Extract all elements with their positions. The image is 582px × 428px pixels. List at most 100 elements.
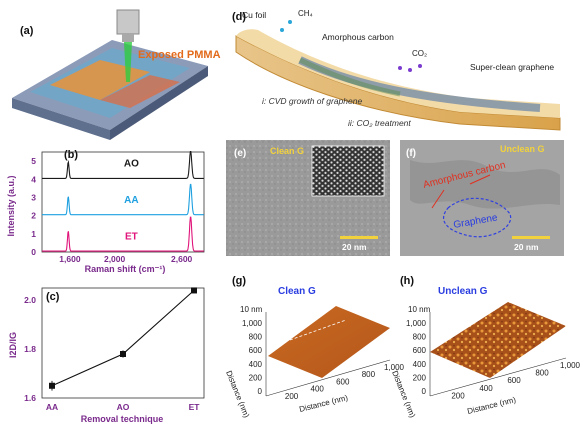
afm-ytick: 1,000 <box>242 319 263 328</box>
afm-clean-surface <box>268 306 390 378</box>
step1-label: i: CVD growth of graphene <box>262 96 362 106</box>
afm-unclean-surface <box>430 302 566 378</box>
raman-series: AO AA ET <box>42 151 204 252</box>
afm-clean-title: Clean G <box>278 286 316 297</box>
afm-xtick: 400 <box>311 385 325 394</box>
afm-xtick: 1,000 <box>560 361 581 370</box>
raman-axes <box>41 151 205 253</box>
svg-text:10 nm: 10 nm <box>408 305 431 314</box>
raman-xlabel: Raman shift (cm⁻¹) <box>85 264 166 274</box>
panel-a: (a) Exposed PMMA <box>12 9 221 140</box>
svg-text:10 nm: 10 nm <box>240 305 263 314</box>
raman-ytick: 3 <box>31 192 36 202</box>
afm-xtick: 1,000 <box>384 363 405 372</box>
raman-series-et <box>42 216 204 252</box>
afm-ytick: 200 <box>413 373 427 382</box>
svg-text:Distance (nm): Distance (nm) <box>224 369 251 419</box>
ratio-xticks: AA AO ET <box>46 402 200 412</box>
ratio-path <box>51 289 195 387</box>
raman-ylabel: Intensity (a.u.) <box>6 175 16 236</box>
raman-ytick: 1 <box>31 229 36 239</box>
ratio-axes <box>41 287 205 399</box>
raman-ytick: 2 <box>31 211 36 221</box>
afm-xtick: 600 <box>336 377 350 386</box>
raman-series-label: ET <box>125 231 138 242</box>
afm-xtick: 400 <box>479 384 493 393</box>
panel-b-label: (b) <box>64 149 78 161</box>
afm-unclean-title: Unclean G <box>438 286 488 297</box>
raman-series-label: AO <box>124 159 139 170</box>
ratio-xlabel: Removal technique <box>81 414 164 424</box>
afm-unclean-xticks: 200 400 600 800 1,000 <box>451 361 580 400</box>
afm-xtick: 600 <box>507 376 521 385</box>
super-clean-label: Super-clean graphene <box>470 62 554 72</box>
exposed-pmma-label: Exposed PMMA <box>138 49 221 61</box>
ratio-xtick: AO <box>117 402 130 412</box>
afm-ytick: 600 <box>413 346 427 355</box>
ratio-line <box>49 287 197 391</box>
panel-g: (g) Clean G 10 nm Distance (nm) Distance… <box>224 275 404 419</box>
afm-ytick: 0 <box>422 387 427 396</box>
raman-series-ao <box>42 151 204 179</box>
cu-foil-label: Cu foil <box>242 10 266 20</box>
afm-xtick: 200 <box>285 392 299 401</box>
afm-xtick: 200 <box>451 391 465 400</box>
afm-xtick: 800 <box>362 370 376 379</box>
ratio-xtick: ET <box>189 402 201 412</box>
afm-ytick: 800 <box>249 333 263 342</box>
panel-g-label: (g) <box>232 275 246 287</box>
raman-xtick: 2,000 <box>104 254 126 264</box>
laser-beam <box>124 42 132 82</box>
tem-inset <box>311 145 385 197</box>
microscope-objective <box>116 9 140 35</box>
graphene-region <box>442 197 512 238</box>
svg-text:Distance (nm): Distance (nm) <box>298 393 349 414</box>
panel-e: (e) Clean G 20 nm <box>226 140 390 256</box>
raman-series-aa <box>42 183 204 216</box>
panel-d-label: (d) <box>232 11 246 23</box>
panel-e-label: (e) <box>234 148 246 159</box>
panel-b: (b) Intensity (a.u.) Raman shift (cm⁻¹) … <box>6 149 205 274</box>
clean-g-title: Clean G <box>270 146 304 156</box>
ch4-label: CH₄ <box>298 9 313 18</box>
ratio-point <box>191 287 197 294</box>
raman-yticks: 0 1 2 3 4 5 <box>31 156 36 257</box>
afm-xtick: 800 <box>535 369 549 378</box>
afm-clean-xticks: 200 400 600 800 1,000 <box>285 363 405 401</box>
co2-label: CO₂ <box>412 49 427 58</box>
panel-h-label: (h) <box>400 275 414 287</box>
amorphous-carbon-label: Amorphous carbon <box>322 32 394 42</box>
svg-text:Distance (nm): Distance (nm) <box>466 395 517 416</box>
afm-ytick: 400 <box>413 360 427 369</box>
raman-xtick: 1,600 <box>59 254 81 264</box>
scale-bar-label: 20 nm <box>342 242 367 252</box>
raman-ytick: 0 <box>31 247 36 257</box>
ratio-ytick: 1.8 <box>24 344 36 354</box>
step2-label: ii: CO₂ treatment <box>348 118 411 128</box>
afm-ytick: 200 <box>249 373 263 382</box>
panel-a-label: (a) <box>20 25 34 37</box>
afm-unclean-yticks: 1,000 800 600 400 200 0 <box>406 319 427 396</box>
raman-xtick: 2,600 <box>171 254 193 264</box>
ratio-point <box>120 351 126 357</box>
panel-d: (d) Cu foil CH₄ Amorphous carbon CO₂ Sup… <box>232 9 561 131</box>
panel-c: (c) I2D/IG Removal technique 1.6 1.8 2.0 A… <box>8 287 205 424</box>
raman-xticks: 1,600 2,000 2,600 <box>59 254 192 264</box>
ratio-point <box>49 382 55 389</box>
ratio-ytick: 2.0 <box>24 295 36 305</box>
raman-ytick: 4 <box>31 174 36 184</box>
scale-bar <box>340 236 378 239</box>
afm-ytick: 1,000 <box>406 319 427 328</box>
afm-ytick: 600 <box>249 346 263 355</box>
raman-ytick: 5 <box>31 156 36 166</box>
unclean-g-title: Unclean G <box>500 144 545 154</box>
ratio-xtick: AA <box>46 402 58 412</box>
panel-c-label: (c) <box>46 291 60 303</box>
afm-ytick: 400 <box>249 360 263 369</box>
ratio-ylabel: I2D/IG <box>8 332 18 358</box>
ratio-ytick: 1.6 <box>24 393 36 403</box>
svg-text:20 nm: 20 nm <box>514 242 539 252</box>
ratio-yticks: 1.6 1.8 2.0 <box>24 295 36 403</box>
afm-clean-yticks: 1,000 800 600 400 200 0 <box>242 319 263 396</box>
